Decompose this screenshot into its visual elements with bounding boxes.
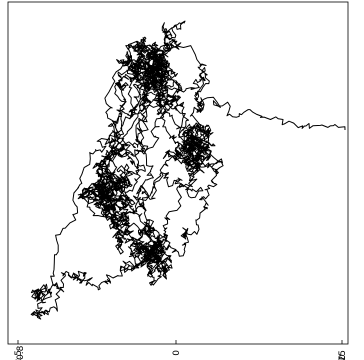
plot-area	[30, 20, 346, 320]
x-tick-label: -2.5	[14, 350, 24, 360]
y-tick-label: 0	[338, 354, 348, 360]
x-tick-label: 0	[172, 350, 182, 356]
y-tick-label: 0.8	[16, 345, 26, 360]
series-line	[30, 20, 346, 320]
ticks: -2.501.250.80	[14, 340, 348, 360]
plot-frame	[7, 1, 349, 345]
x-tick-label: 1.25	[338, 350, 348, 360]
